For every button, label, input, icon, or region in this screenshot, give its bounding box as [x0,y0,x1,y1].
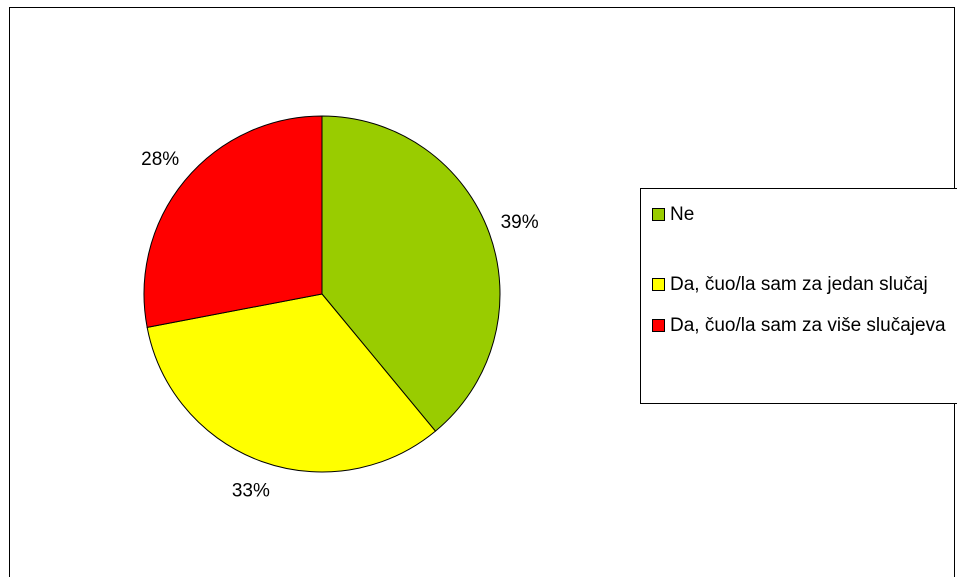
legend-label: Da, čuo/la sam za jedan slučaj [670,274,928,295]
data-label: 39% [501,212,539,233]
legend: Ne Da, čuo/la sam za jedan slučaj Da, čuo/… [640,188,957,404]
legend-swatch [652,278,665,291]
legend-swatch [652,319,665,332]
pie-slice [146,293,437,473]
legend-item: Da, čuo/la sam za jedan slučaj [652,269,957,300]
legend-item: Da, čuo/la sam za više slučajeva [652,310,957,341]
legend-label: Da, čuo/la sam za više slučajeva [670,315,946,336]
pie-slice [321,115,501,432]
legend-swatch [652,208,665,221]
legend-item: Ne [652,199,957,230]
pie-slice [143,115,323,328]
legend-label: Ne [670,204,695,225]
data-label: 33% [232,481,270,502]
data-label: 28% [141,149,179,170]
